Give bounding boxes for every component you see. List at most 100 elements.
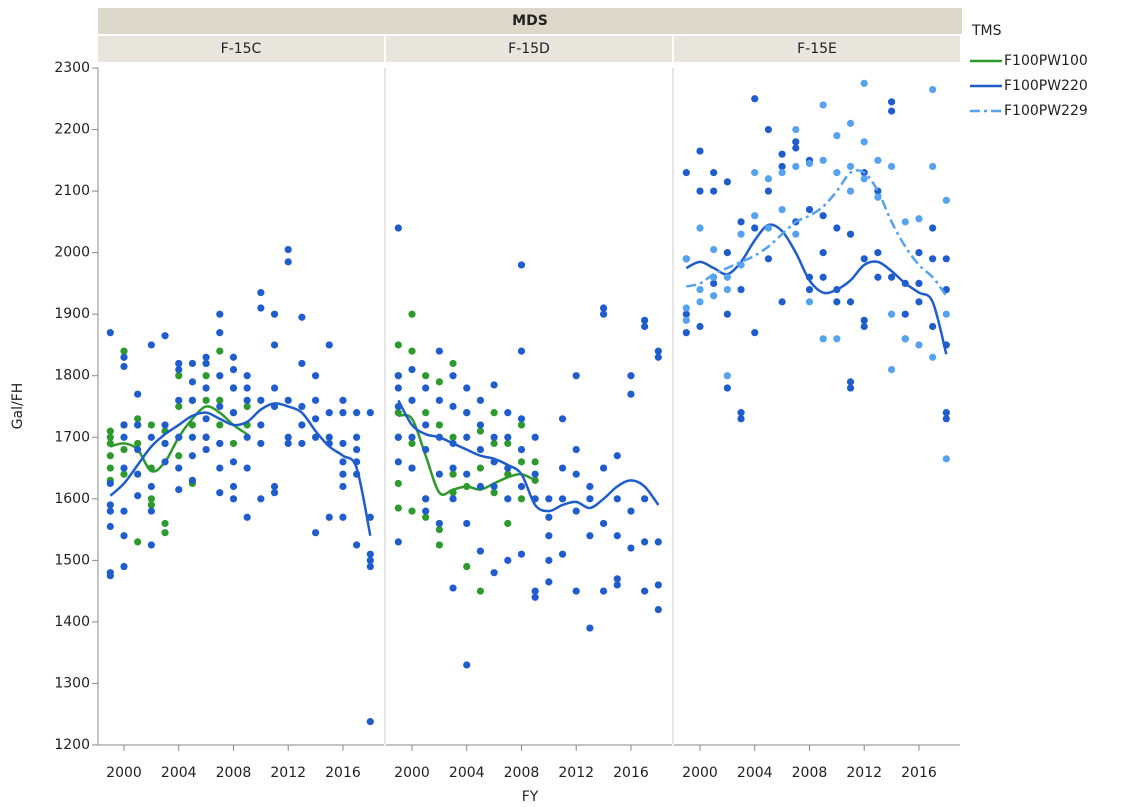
data-point [942,196,950,204]
data-point [435,519,443,528]
data-point [476,427,485,435]
data-point [682,255,690,263]
data-point [353,409,361,417]
data-point [120,347,128,355]
data-point [476,396,485,404]
data-point [463,661,471,669]
data-point [710,169,718,177]
data-point [599,519,608,528]
fit-line [109,402,372,536]
data-point [106,433,114,441]
data-point [408,433,416,441]
data-point [517,347,526,355]
data-point [476,482,485,491]
data-point [682,329,690,337]
data-point [120,464,128,472]
y-tick-label: 1200 [54,737,90,753]
data-point [202,445,210,454]
data-point [188,433,197,441]
data-point [134,492,142,500]
data-point [792,125,800,134]
data-point [805,159,814,167]
data-point [545,513,553,521]
data-point [175,396,183,404]
data-point [846,162,855,171]
data-point [311,372,320,380]
data-point [545,495,553,503]
data-point [188,452,197,460]
data-point [270,341,279,349]
data-point [161,519,169,528]
data-point [216,347,224,355]
data-point [517,458,526,466]
data-point [270,310,279,318]
x-tick-label: 2016 [901,765,937,781]
data-point [476,587,485,595]
data-point [751,169,759,177]
data-point [243,384,251,392]
data-point [243,402,251,411]
data-point [846,378,855,386]
data-point [106,464,114,472]
data-point [435,347,443,355]
data-point [394,372,402,380]
data-point [572,470,580,478]
facet-title: F-15E [797,41,837,57]
data-point [558,415,567,423]
data-point [737,218,745,226]
data-point [887,162,896,171]
data-point [915,341,923,349]
data-point [408,347,416,355]
data-point [202,396,210,404]
data-point [353,445,361,454]
data-point [422,513,430,521]
data-point [833,224,841,232]
data-point [654,581,662,589]
y-tick-label: 1500 [54,552,90,568]
data-point [654,353,662,361]
x-tick-label: 2004 [449,765,485,781]
data-point [846,119,855,127]
data-point [243,372,251,380]
data-point [901,310,909,318]
data-point [901,218,909,226]
data-point [517,415,526,423]
data-point [229,458,238,466]
data-point [449,464,457,472]
data-point [805,298,814,306]
data-point [257,304,265,312]
data-point [819,335,827,343]
data-point [545,578,553,586]
data-point [792,144,800,152]
fit-line [397,399,660,513]
data-point [942,455,950,463]
data-point [394,433,402,441]
data-point [422,372,430,380]
data-point [435,525,443,534]
data-point [490,569,498,577]
data-point [778,205,786,214]
x-tick-label: 2016 [613,765,649,781]
data-point [819,249,827,257]
data-point [147,495,155,503]
data-point [243,464,251,472]
data-point [408,310,416,318]
data-point [490,409,498,417]
data-point [915,298,923,306]
data-point [463,384,471,392]
data-point [311,433,320,441]
data-point [641,322,649,331]
data-point [833,298,841,306]
data-point [737,409,745,417]
data-point [792,138,800,146]
data-point [229,384,238,392]
data-point [613,581,621,589]
data-point [408,365,416,374]
data-point [586,624,594,632]
data-point [764,187,773,195]
data-point [435,421,443,429]
facet-header [386,36,672,62]
data-point [476,547,485,555]
data-point [751,224,759,232]
data-point [216,402,224,411]
